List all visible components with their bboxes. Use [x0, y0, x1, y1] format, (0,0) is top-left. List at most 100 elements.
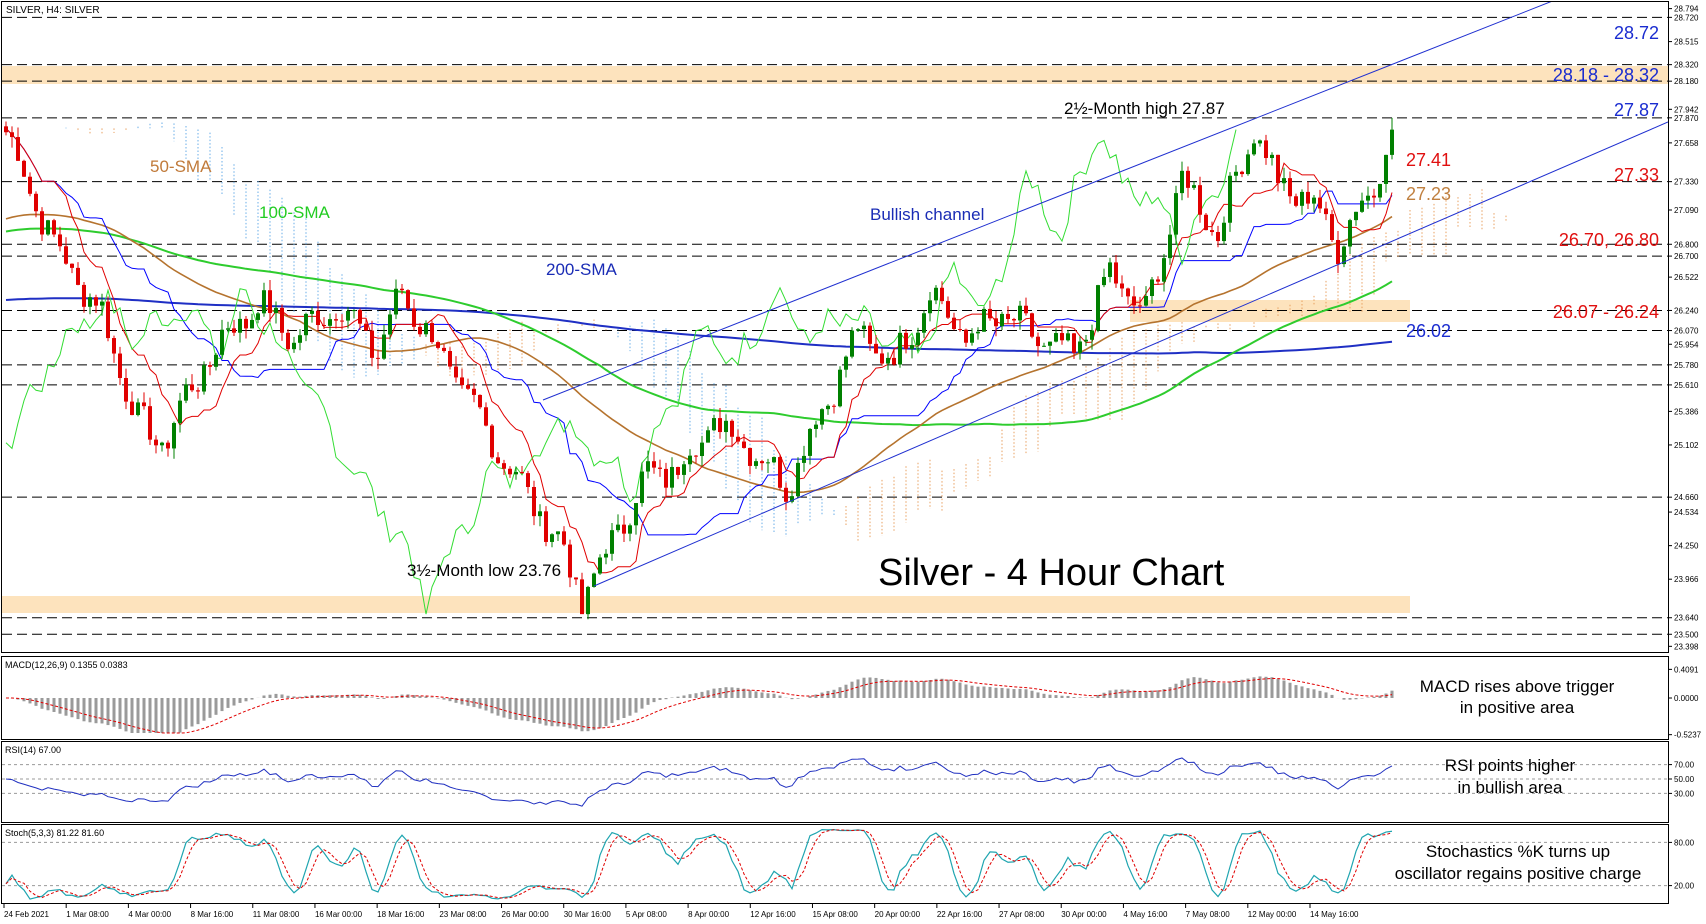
time-tick-label: 12 Apr 16:00: [750, 910, 796, 919]
candle-body: [304, 313, 308, 336]
candle-body: [856, 329, 860, 331]
indicator-axes: 0.4091 0.0000 -0.5237 70.00 50.00 30.00 80.00 2…: [1668, 665, 1702, 891]
time-tick-label: 8 Mar 16:00: [191, 910, 234, 919]
candle-body: [1168, 234, 1172, 259]
candle-body: [1000, 313, 1004, 327]
time-tick-label: 24 Feb 2021: [4, 910, 49, 919]
candle-body: [1366, 195, 1370, 201]
candle-body: [514, 472, 518, 475]
candle-body: [1246, 154, 1250, 175]
main-panel: [1, 1, 1669, 653]
candle-body: [538, 511, 542, 517]
candle-body: [4, 126, 8, 133]
candle-body: [634, 503, 638, 526]
stoch-d-line: [5, 829, 1393, 899]
candle-body: [706, 430, 710, 443]
candle-body: [22, 160, 26, 177]
candle-body: [1048, 341, 1052, 346]
candle-body: [1264, 140, 1268, 159]
candle-body: [76, 267, 80, 285]
candle-body: [250, 319, 254, 329]
candle-body: [730, 420, 734, 437]
candle-body: [1288, 178, 1292, 197]
candle-body: [130, 401, 134, 416]
price-tick-label: 24.660: [1674, 493, 1699, 502]
bullish-channel-lines: [542, 2, 1668, 587]
time-tick-label: 4 Mar 00:00: [128, 910, 171, 919]
level-label-2607-2624: 26.07 - 26.24: [1553, 302, 1659, 322]
candle-body: [106, 301, 110, 339]
level-label-2723: 27.23: [1406, 184, 1451, 204]
rsi-tick-label: 30.00: [1674, 789, 1695, 798]
candle-body: [802, 455, 806, 463]
candle-body: [466, 385, 470, 389]
candle-body: [580, 579, 584, 615]
candle-body: [562, 531, 566, 545]
candle-body: [652, 461, 656, 468]
candle-body: [382, 334, 386, 359]
candle-body: [1060, 333, 1064, 341]
candle-body: [1186, 170, 1190, 188]
stoch-label: Stoch(5,3,3) 81.22 81.60: [5, 828, 104, 838]
candle-body: [1324, 208, 1328, 215]
candle-body: [16, 137, 20, 161]
candle-body: [178, 400, 182, 424]
candle-body: [898, 332, 902, 365]
candle-body: [1276, 154, 1280, 184]
time-tick-label: 12 May 00:00: [1248, 910, 1297, 919]
candle-body: [1294, 196, 1298, 206]
candle-body: [796, 462, 800, 497]
candle-body: [232, 328, 236, 333]
time-tick-label: 5 Apr 08:00: [626, 910, 667, 919]
level-label-2741: 27.41: [1406, 150, 1451, 170]
candle-body: [472, 388, 476, 395]
candle-body: [556, 531, 560, 535]
candle-body: [574, 577, 578, 580]
candle-body: [676, 466, 680, 475]
candle-body: [100, 301, 104, 306]
candle-body: [1390, 129, 1394, 155]
candle-body: [532, 486, 536, 517]
candlesticks: [4, 117, 1394, 620]
candle-body: [1012, 318, 1016, 321]
macd-signal-line: [5, 677, 1393, 734]
candle-body: [280, 307, 284, 333]
candle-body: [1114, 262, 1118, 284]
candle-body: [886, 357, 890, 364]
candle-body: [550, 534, 554, 542]
candle-body: [1330, 214, 1334, 241]
candle-body: [376, 357, 380, 359]
candle-body: [772, 457, 776, 463]
candle-body: [640, 471, 644, 504]
candle-body: [70, 263, 74, 268]
candle-body: [838, 369, 842, 407]
candle-body: [172, 423, 176, 449]
channel-upper-line: [542, 2, 1552, 401]
candle-body: [88, 297, 92, 307]
candle-body: [646, 461, 650, 472]
rsi-tick-label: 50.00: [1674, 775, 1695, 784]
price-tick-label: 24.534: [1674, 508, 1699, 517]
price-tick-label: 28.794: [1674, 5, 1699, 14]
candle-body: [568, 544, 572, 578]
candle-body: [34, 193, 38, 212]
candle-body: [220, 329, 224, 355]
candle-body: [976, 331, 980, 334]
candle-body: [682, 464, 686, 475]
time-tick-label: 22 Apr 16:00: [937, 910, 983, 919]
time-tick-label: 16 Mar 00:00: [315, 910, 363, 919]
candle-body: [1204, 214, 1208, 231]
rsi-line: [5, 757, 1393, 807]
rsi-tick-label: 70.00: [1674, 761, 1695, 770]
rsi-label: RSI(14) 67.00: [5, 745, 61, 755]
label-50-sma: 50-SMA: [150, 157, 212, 176]
label-month-low: 3½-Month low 23.76: [407, 561, 561, 580]
candle-body: [970, 333, 974, 343]
price-tick-label: 25.102: [1674, 441, 1699, 450]
level-label-2602: 26.02: [1406, 321, 1451, 341]
candle-body: [1054, 333, 1058, 342]
candle-body: [64, 246, 68, 264]
candle-body: [880, 353, 884, 364]
candle-body: [1306, 191, 1310, 204]
candle-body: [418, 326, 422, 335]
